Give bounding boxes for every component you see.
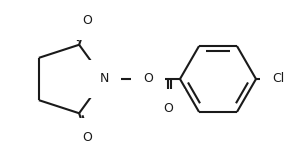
Text: O: O xyxy=(82,130,92,143)
Text: O: O xyxy=(163,101,173,114)
Text: N: N xyxy=(99,73,109,86)
Text: Cl: Cl xyxy=(272,73,284,86)
Text: O: O xyxy=(143,73,153,86)
Text: O: O xyxy=(82,14,92,27)
